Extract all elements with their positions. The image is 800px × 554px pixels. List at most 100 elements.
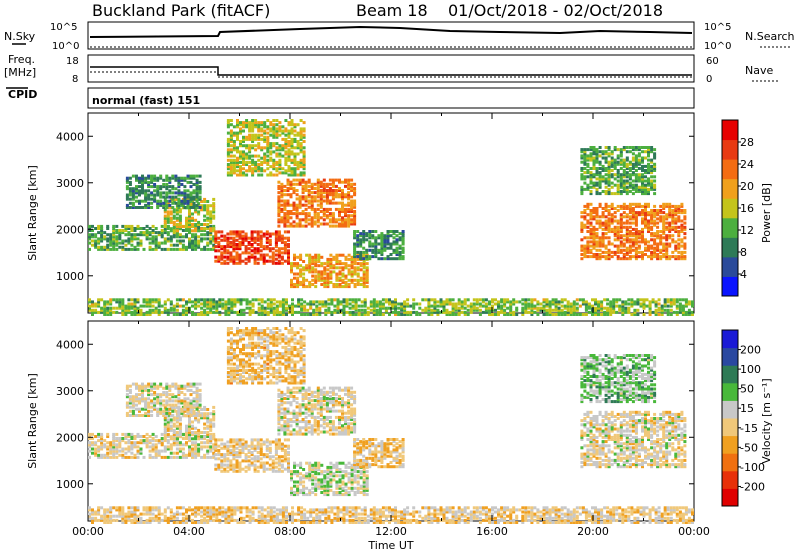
- heatmap-cell: [331, 214, 335, 218]
- heatmap-cell: [586, 236, 590, 240]
- heatmap-cell: [668, 227, 672, 231]
- heatmap-cell: [589, 250, 593, 254]
- heatmap-cell: [580, 225, 584, 229]
- heatmap-cell: [115, 241, 119, 245]
- heatmap-cell: [212, 443, 216, 447]
- heatmap-cell: [659, 211, 663, 215]
- heatmap-cell: [311, 266, 315, 270]
- heatmap-cell: [283, 218, 287, 222]
- heatmap-cell: [311, 274, 315, 278]
- heatmap-cell: [338, 218, 341, 222]
- heatmap-cell: [335, 272, 339, 276]
- heatmap-cell: [342, 304, 346, 308]
- heatmap-cell: [135, 384, 138, 388]
- heatmap-cell: [121, 447, 125, 451]
- heatmap-cell: [680, 244, 684, 248]
- heatmap-cell: [197, 235, 201, 239]
- heatmap-cell: [165, 176, 169, 180]
- heatmap-cell: [212, 410, 216, 414]
- heatmap-cell: [545, 302, 549, 306]
- heatmap-cell: [269, 165, 273, 169]
- heatmap-cell: [188, 214, 191, 218]
- heatmap-cell: [212, 302, 216, 306]
- heatmap-cell: [316, 189, 320, 192]
- heatmap-cell: [154, 298, 158, 302]
- heatmap-cell: [665, 242, 669, 246]
- heatmap-cell: [331, 224, 335, 228]
- heatmap-cell: [644, 175, 647, 179]
- heatmap-cell: [128, 206, 132, 209]
- heatmap-cell: [433, 298, 437, 302]
- heatmap-cell: [619, 183, 623, 187]
- heatmap-cell: [394, 302, 397, 306]
- heatmap-cell: [616, 236, 620, 240]
- heatmap-cell: [592, 240, 596, 244]
- heatmap-cell: [191, 235, 194, 239]
- heatmap-cell: [298, 220, 302, 224]
- heatmap-cell: [313, 210, 317, 213]
- heatmap-cell: [374, 250, 378, 254]
- heatmap-cell: [220, 261, 224, 265]
- heatmap-cell: [631, 192, 635, 196]
- heatmap-cell: [138, 185, 141, 189]
- heatmap-cell: [616, 232, 620, 236]
- heatmap-cell: [604, 152, 608, 156]
- heatmap-cell: [242, 129, 245, 133]
- heatmap-cell: [631, 183, 635, 187]
- heatmap-cell: [595, 148, 599, 152]
- heatmap-cell: [637, 158, 641, 162]
- heatmap-cell: [165, 178, 169, 182]
- heatmap-cell: [97, 310, 101, 314]
- heatmap-cell: [613, 207, 617, 210]
- heatmap-cell: [97, 239, 101, 243]
- heatmap-cell: [128, 384, 132, 388]
- heatmap-cell: [195, 206, 199, 209]
- heatmap-cell: [488, 306, 491, 310]
- heatmap-cell: [297, 302, 301, 306]
- heatmap-cell: [118, 241, 122, 245]
- heatmap-cell: [653, 183, 657, 187]
- heatmap-cell: [139, 227, 143, 230]
- heatmap-cell: [185, 431, 188, 434]
- heatmap-cell: [275, 310, 279, 314]
- heatmap-cell: [365, 255, 369, 259]
- heatmap-cell: [350, 222, 354, 226]
- heatmap-cell: [154, 435, 158, 438]
- heatmap-cell: [142, 441, 146, 445]
- heatmap-cell: [163, 437, 167, 440]
- heatmap-cell: [212, 455, 216, 459]
- heatmap-cell: [265, 245, 269, 249]
- heatmap-cell: [618, 304, 622, 308]
- heatmap-cell: [188, 426, 191, 430]
- heatmap-cell: [112, 445, 116, 449]
- heatmap-cell: [287, 142, 291, 146]
- heatmap-cell: [248, 156, 252, 160]
- heatmap-cell: [631, 209, 635, 212]
- heatmap-cell: [359, 276, 363, 280]
- heatmap-cell: [589, 213, 593, 217]
- heatmap-cell: [586, 158, 590, 162]
- heatmap-cell: [248, 144, 252, 148]
- heatmap-cell: [88, 229, 91, 232]
- heatmap-cell: [326, 264, 330, 268]
- heatmap-cell: [627, 302, 631, 306]
- heatmap-cell: [460, 306, 464, 310]
- heatmap-cell: [168, 399, 172, 403]
- heatmap-cell: [380, 236, 384, 240]
- heatmap-cell: [148, 241, 152, 245]
- heatmap-cell: [292, 220, 296, 224]
- heatmap-cell: [344, 283, 348, 286]
- heatmap-cell: [281, 131, 285, 135]
- heatmap-cell: [681, 313, 685, 316]
- heatmap-cell: [347, 187, 351, 190]
- heatmap-cell: [188, 212, 191, 216]
- heatmap-cell: [217, 230, 221, 234]
- heatmap-cell: [320, 274, 324, 278]
- heatmap-cell: [272, 310, 276, 314]
- heatmap-cell: [353, 283, 357, 286]
- heatmap-cell: [304, 203, 308, 207]
- heatmap-cell: [133, 304, 137, 308]
- heatmap-cell: [172, 308, 176, 312]
- heatmap-cell: [645, 304, 649, 308]
- heatmap-cell: [648, 308, 652, 312]
